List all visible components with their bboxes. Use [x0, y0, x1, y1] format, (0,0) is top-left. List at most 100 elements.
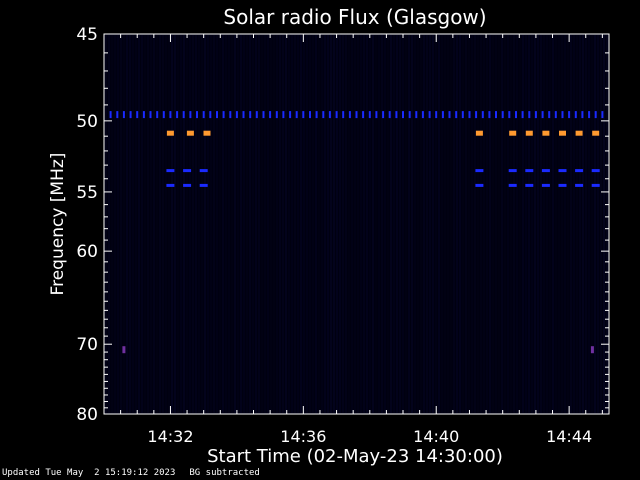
noise-streak: [501, 35, 503, 413]
rfi-mark: [534, 111, 537, 119]
noise-streak: [213, 35, 215, 413]
noise-streak: [495, 35, 497, 413]
noise-streak: [312, 35, 314, 413]
noise-streak: [252, 35, 254, 413]
rfi-mark: [142, 111, 145, 119]
noise-streak: [306, 35, 308, 413]
noise-streak: [201, 35, 203, 413]
rfi-mark: [525, 183, 534, 187]
rfi-mark: [395, 111, 398, 119]
noise-streak: [135, 35, 137, 413]
noise-streak: [408, 35, 410, 413]
noise-streak: [282, 35, 284, 413]
noise-streak: [159, 35, 161, 413]
noise-streak: [555, 35, 557, 413]
noise-streak: [168, 35, 170, 413]
rfi-mark: [322, 111, 325, 119]
noise-streak: [405, 35, 407, 413]
rfi-mark: [302, 111, 305, 119]
rfi-mark: [196, 111, 198, 119]
noise-streak: [504, 35, 506, 413]
rfi-mark: [183, 183, 192, 187]
noise-streak: [558, 35, 560, 413]
rfi-mark: [136, 111, 139, 119]
rfi-mark: [382, 111, 385, 119]
noise-streak: [291, 35, 293, 413]
rfi-mark: [541, 183, 550, 187]
noise-streak: [132, 35, 134, 413]
rfi-mark: [455, 111, 458, 119]
noise-streak: [369, 35, 371, 413]
rfi-mark: [481, 111, 484, 119]
rfi-mark: [289, 111, 292, 119]
noise-streak: [423, 35, 425, 413]
x-tick-label: 14:36: [280, 427, 326, 446]
rfi-mark: [468, 111, 471, 119]
rfi-mark: [559, 130, 566, 136]
rfi-mark: [368, 111, 371, 119]
noise-streak: [381, 35, 383, 413]
chart-title: Solar radio Flux (Glasgow): [223, 5, 486, 29]
rfi-mark: [122, 346, 126, 354]
noise-streak: [177, 35, 179, 413]
rfi-mark: [183, 169, 192, 173]
noise-streak: [210, 35, 212, 413]
noise-streak: [207, 35, 209, 413]
noise-streak: [528, 35, 530, 413]
noise-streak: [270, 35, 272, 413]
x-tick-label: 14:32: [147, 427, 193, 446]
noise-streak: [441, 35, 443, 413]
noise-streak: [483, 35, 485, 413]
noise-streak: [414, 35, 416, 413]
noise-streak: [594, 35, 596, 413]
rfi-mark: [554, 111, 557, 119]
noise-streak: [231, 35, 233, 413]
rfi-mark: [342, 111, 345, 119]
noise-streak: [471, 35, 473, 413]
noise-streak: [204, 35, 206, 413]
noise-streak: [174, 35, 176, 413]
noise-streak: [198, 35, 200, 413]
noise-streak: [450, 35, 452, 413]
rfi-mark: [475, 111, 478, 119]
noise-streak: [111, 35, 113, 413]
noise-streak: [447, 35, 449, 413]
noise-streak: [294, 35, 296, 413]
rfi-mark: [421, 111, 424, 119]
rfi-mark: [515, 111, 517, 119]
rfi-mark: [156, 111, 159, 119]
noise-streak: [108, 35, 110, 413]
noise-streak: [537, 35, 539, 413]
noise-streak: [498, 35, 500, 413]
rfi-mark: [574, 111, 577, 119]
noise-streak: [297, 35, 299, 413]
rfi-mark: [575, 169, 584, 173]
rfi-mark: [209, 111, 212, 119]
rfi-mark: [262, 111, 265, 119]
noise-streak: [276, 35, 278, 413]
noise-streak: [222, 35, 224, 413]
noise-streak: [510, 35, 512, 413]
x-tick-label: 14:44: [546, 427, 592, 446]
noise-streak: [585, 35, 587, 413]
noise-streak: [237, 35, 239, 413]
noise-streak: [153, 35, 155, 413]
noise-streak: [525, 35, 527, 413]
rfi-mark: [109, 111, 112, 119]
noise-streak: [333, 35, 335, 413]
noise-streak: [549, 35, 551, 413]
rfi-mark: [199, 169, 208, 173]
noise-streak: [519, 35, 521, 413]
noise-streak: [279, 35, 281, 413]
noise-streak: [351, 35, 353, 413]
rfi-mark: [501, 111, 504, 119]
rfi-mark: [122, 111, 125, 119]
noise-streak: [564, 35, 566, 413]
rfi-mark: [335, 111, 338, 119]
noise-streak: [597, 35, 599, 413]
noise-streak: [465, 35, 467, 413]
noise-streak: [432, 35, 434, 413]
noise-streak: [474, 35, 476, 413]
rfi-mark: [590, 346, 594, 354]
rfi-mark: [162, 111, 165, 119]
